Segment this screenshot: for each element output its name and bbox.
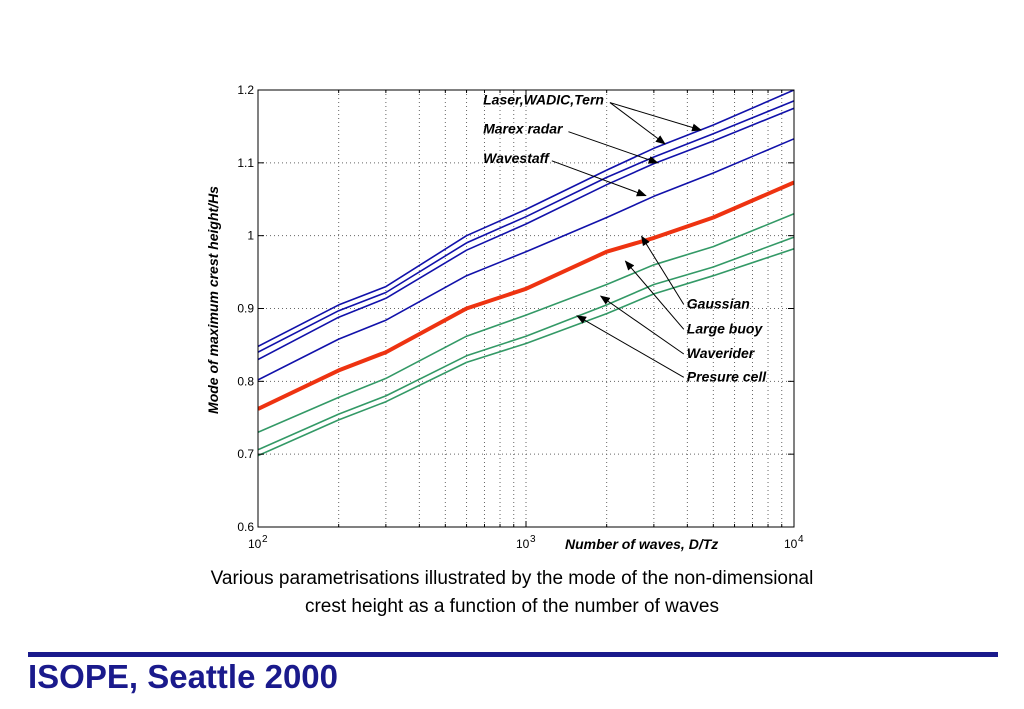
annotation-label: Presure cell	[687, 368, 767, 384]
annotations: Laser,WADIC,Tern Marex radar Wavestaff Gaus…	[483, 92, 767, 385]
annotation-arrow	[568, 131, 659, 164]
annotation-label: Laser,WADIC,Tern	[483, 92, 604, 108]
annotation-label: Large buoy	[687, 320, 764, 336]
series-line-1	[258, 90, 794, 348]
x-tick-label: 10 2	[248, 534, 268, 551]
series-line-6	[258, 213, 794, 434]
ticks: 10 2 10 3 10 40.60.70.80.911.11.2	[237, 83, 804, 551]
y-tick-label: 1.2	[237, 83, 254, 97]
series-line-5	[258, 180, 794, 411]
y-tick-label: 0.7	[237, 447, 254, 461]
annotation-arrow	[551, 160, 647, 197]
x-tick-label: 10 3	[516, 534, 536, 551]
footer-title: ISOPE, Seattle 2000	[28, 658, 339, 695]
y-tick-label: 1	[247, 229, 254, 243]
x-tick-exponent: 2	[262, 534, 268, 545]
chart: 10 2 10 3 10 40.60.70.80.911.11.2 Laser,WADIC…	[205, 83, 804, 552]
x-axis-title: Number of waves, D/Tz	[565, 536, 718, 552]
y-axis-title: Mode of maximum crest height/Hs	[205, 186, 221, 414]
annotation-label: Gaussian	[687, 296, 750, 312]
series-layer	[258, 90, 794, 457]
annotation-arrow	[609, 102, 666, 145]
annotation-label: Wavestaff	[483, 150, 550, 166]
annotation-label: Waverider	[687, 345, 756, 361]
x-tick-exponent: 3	[530, 534, 536, 545]
annotation-arrow	[599, 295, 685, 355]
series-line-7	[258, 236, 794, 451]
annotation-arrow	[624, 260, 685, 330]
y-tick-label: 0.9	[237, 302, 254, 316]
x-tick-label: 10 4	[784, 534, 804, 551]
caption-line-1: Various parametrisations illustrated by …	[210, 568, 814, 589]
x-tick-base: 10	[248, 537, 262, 551]
series-line-8	[258, 248, 794, 457]
annotation-arrow	[609, 102, 703, 132]
series-line-2	[258, 100, 794, 353]
x-tick-base: 10	[784, 537, 798, 551]
annotation-arrow	[641, 235, 685, 305]
caption-line-2: crest height as a function of the number…	[304, 596, 719, 617]
series-line-4	[258, 138, 794, 381]
y-tick-label: 1.1	[237, 156, 254, 170]
y-tick-label: 0.6	[237, 520, 254, 534]
x-tick-base: 10	[516, 537, 530, 551]
footer-rule	[28, 652, 998, 657]
y-tick-label: 0.8	[237, 374, 254, 388]
series-line-3	[258, 107, 794, 361]
annotation-arrow	[576, 315, 685, 378]
annotation-label: Marex radar	[483, 121, 564, 137]
x-tick-exponent: 4	[798, 534, 804, 545]
